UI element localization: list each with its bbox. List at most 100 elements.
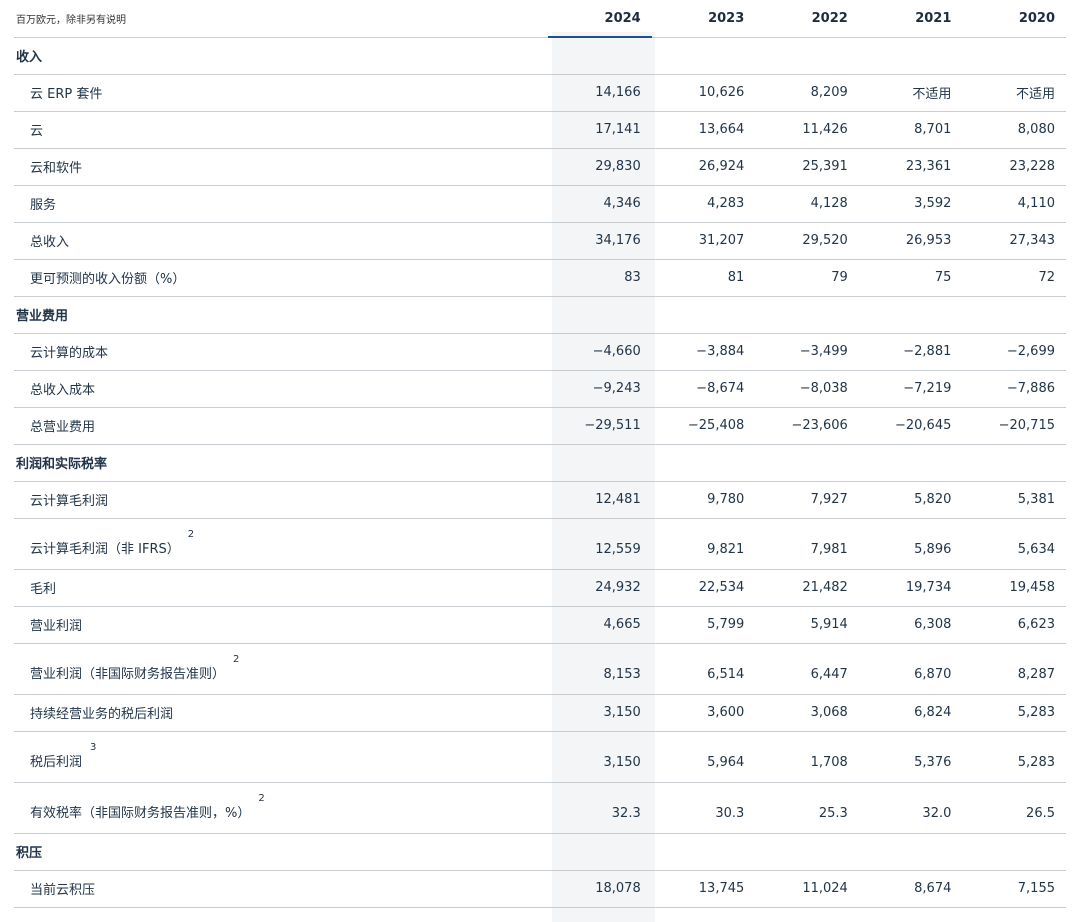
value-cell: 32.0	[858, 782, 963, 834]
empty-cell	[755, 833, 859, 871]
footnote-marker[interactable]: 2	[187, 529, 195, 541]
value-cell: 4,128	[755, 185, 859, 223]
value-cell: 5,381	[962, 481, 1066, 519]
value-cell: 4,346	[548, 185, 652, 223]
value-cell: 8,209	[755, 74, 859, 112]
year-header: 2023	[651, 0, 756, 38]
footnote-marker[interactable]: 2	[233, 654, 240, 666]
value-cell: 6,308	[858, 606, 963, 644]
value-cell: 7,927	[755, 481, 859, 519]
value-cell: 26.5	[962, 782, 1066, 834]
value-cell: 72	[962, 259, 1066, 297]
value-cell: 6,623	[962, 606, 1066, 644]
row-label: 当前云积压	[30, 883, 96, 898]
table-row: 总收入 34,176 31,207 29,520 26,953 27,343	[14, 222, 1066, 260]
value-cell: −8,038	[755, 370, 859, 408]
value-cell: 8,080	[962, 111, 1066, 149]
value-cell: 不适用	[962, 74, 1066, 112]
value-cell: 13,664	[651, 111, 756, 149]
value-cell: 8,153	[548, 643, 652, 695]
row-label: 毛利	[30, 582, 57, 597]
row-label-cell: 云计算毛利润（非 IFRS） 2	[14, 518, 549, 570]
value-cell: 19,458	[962, 569, 1066, 607]
value-cell: 79	[755, 259, 859, 297]
value-cell: 8,701	[858, 111, 963, 149]
table-header: 百万欧元，除非另有说明 2024 2023 2022 2021 2020	[14, 0, 1066, 38]
section-label: 积压	[14, 833, 549, 871]
value-cell: 12,559	[548, 518, 652, 570]
value-cell: −4,660	[548, 333, 652, 371]
table-row: 毛利 24,932 22,534 21,482 19,734 19,458	[14, 569, 1066, 607]
empty-cell	[962, 296, 1066, 334]
empty-cell	[651, 444, 756, 482]
row-label: 总营业费用	[30, 420, 96, 435]
row-label-cell: 营业利润	[14, 606, 549, 644]
table-row: 总收入成本 −9,243 −8,674 −8,038 −7,219 −7,886	[14, 370, 1066, 408]
table-row: 当前云积压 18,078 13,745 11,024 8,674 7,155	[14, 870, 1066, 908]
section-label: 利润和实际税率	[14, 444, 549, 482]
value-cell: 13,745	[651, 870, 756, 908]
value-cell: 23,228	[962, 148, 1066, 186]
table-row: 有效税率（非国际财务报告准则，%） 2 32.3 30.3 25.3 32.0 26.5	[14, 782, 1066, 834]
empty-cell	[755, 444, 859, 482]
table-row: 云和软件 29,830 26,924 25,391 23,361 23,228	[14, 148, 1066, 186]
value-cell: 29,830	[548, 148, 652, 186]
row-label-cell: 云 ERP 套件	[14, 74, 549, 112]
section-row: 积压	[14, 833, 1066, 871]
row-label: 云和软件	[30, 161, 83, 176]
value-cell: 7,981	[755, 518, 859, 570]
value-cell: 8,674	[858, 870, 963, 908]
value-cell: 5,896	[858, 518, 963, 570]
section-label: 收入	[14, 37, 549, 75]
empty-cell	[651, 37, 756, 75]
unit-note: 百万欧元，除非另有说明	[14, 0, 549, 38]
value-cell: 12,481	[548, 481, 652, 519]
table-row: 更可预测的收入份额（%） 83 81 79 75 72	[14, 259, 1066, 297]
row-label: 总收入成本	[30, 383, 96, 398]
section-label: 营业费用	[14, 296, 549, 334]
financial-table: 百万欧元，除非另有说明 2024 2023 2022 2021 2020 收入云…	[14, 0, 1066, 908]
value-cell: 7,155	[962, 870, 1066, 908]
value-cell: 1,708	[755, 731, 859, 783]
row-label-cell: 营业利润（非国际财务报告准则） 2	[14, 643, 549, 695]
value-cell: −20,715	[962, 407, 1066, 445]
value-cell: 22,534	[651, 569, 756, 607]
row-label-cell: 持续经营业务的税后利润	[14, 694, 549, 732]
value-cell: 4,665	[548, 606, 652, 644]
row-label: 营业利润（非国际财务报告准则）	[30, 666, 226, 682]
row-label-cell: 有效税率（非国际财务报告准则，%） 2	[14, 782, 549, 834]
value-cell: −8,674	[651, 370, 756, 408]
value-cell: 6,824	[858, 694, 963, 732]
value-cell: −23,606	[755, 407, 859, 445]
value-cell: 25,391	[755, 148, 859, 186]
row-label: 云计算毛利润	[30, 494, 109, 509]
table-row: 税后利润 3 3,150 5,964 1,708 5,376 5,283	[14, 731, 1066, 783]
value-cell: 5,376	[858, 731, 963, 783]
row-label: 云	[30, 124, 44, 139]
value-cell: 5,799	[651, 606, 756, 644]
value-cell: −3,884	[651, 333, 756, 371]
row-label-cell: 云和软件	[14, 148, 549, 186]
row-label: 更可预测的收入份额（%）	[30, 272, 186, 287]
value-cell: 5,634	[962, 518, 1066, 570]
row-label: 云 ERP 套件	[30, 87, 103, 102]
value-cell: 4,110	[962, 185, 1066, 223]
value-cell: 5,914	[755, 606, 859, 644]
value-cell: 5,283	[962, 694, 1066, 732]
section-row: 营业费用	[14, 296, 1066, 334]
row-label: 云计算的成本	[30, 346, 109, 361]
value-cell: 81	[651, 259, 756, 297]
value-cell: 3,592	[858, 185, 963, 223]
row-label: 云计算毛利润（非 IFRS）	[30, 541, 180, 557]
footnote-marker[interactable]: 2	[258, 793, 265, 805]
empty-cell	[548, 833, 652, 871]
value-cell: 23,361	[858, 148, 963, 186]
row-label-cell: 总收入	[14, 222, 549, 260]
footnote-marker[interactable]: 3	[90, 742, 97, 754]
value-cell: −2,699	[962, 333, 1066, 371]
row-label-cell: 服务	[14, 185, 549, 223]
value-cell: 6,447	[755, 643, 859, 695]
row-label: 服务	[30, 198, 57, 213]
section-row: 利润和实际税率	[14, 444, 1066, 482]
empty-cell	[548, 37, 652, 75]
